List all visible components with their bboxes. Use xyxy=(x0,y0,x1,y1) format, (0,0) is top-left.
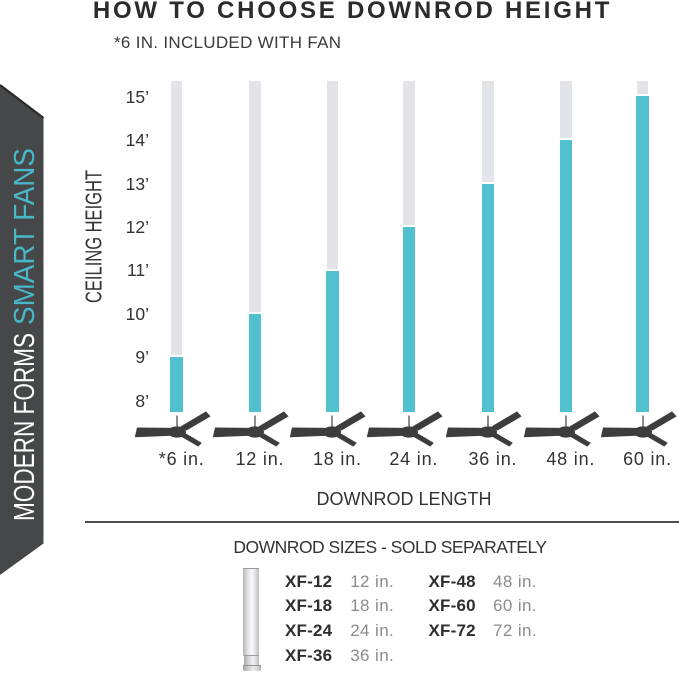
svg-text:SMART FANS: SMART FANS xyxy=(9,148,41,325)
svg-text:MODERN FORMS: MODERN FORMS xyxy=(9,333,41,521)
svg-text:CEILING HEIGHT: CEILING HEIGHT xyxy=(81,170,107,303)
